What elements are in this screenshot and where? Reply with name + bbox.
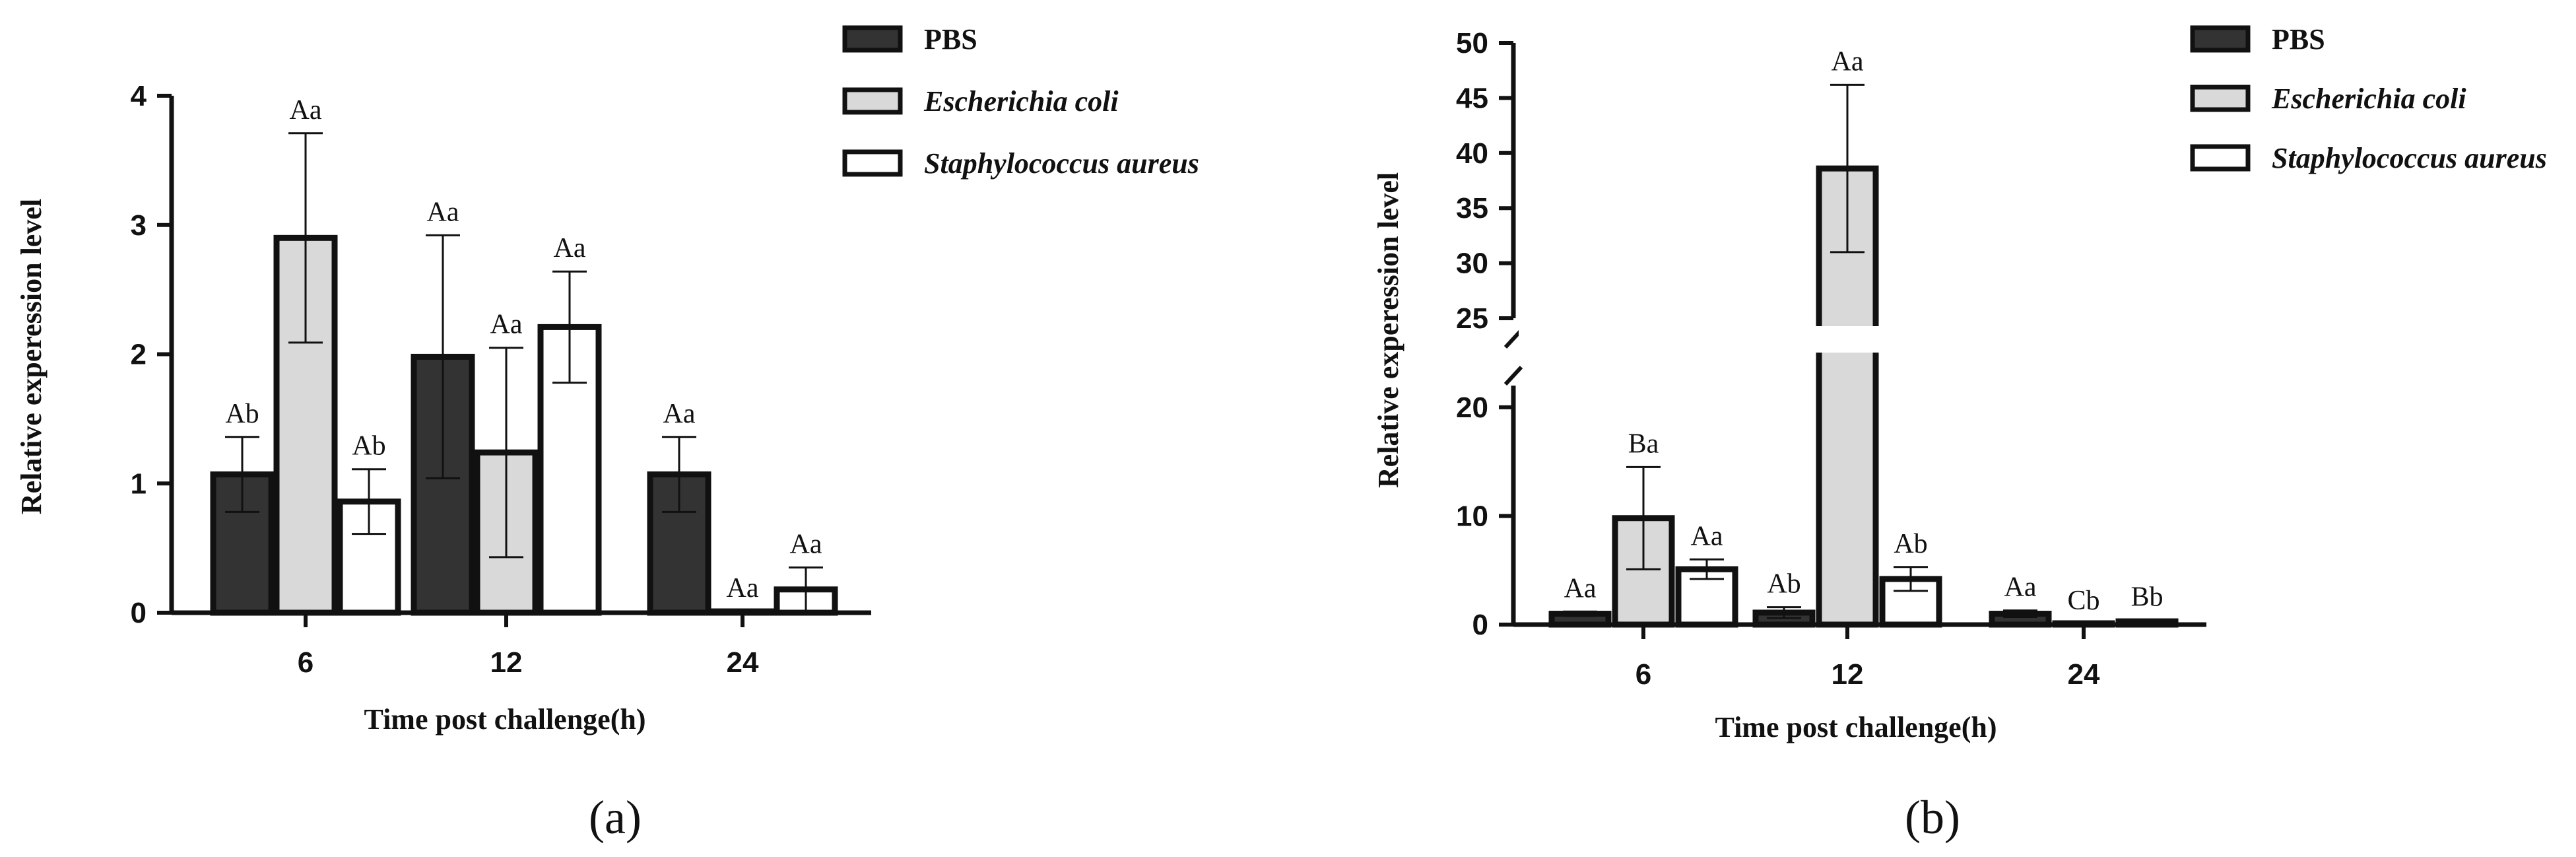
significance-label-1-1: Aa xyxy=(490,310,523,340)
significance-label-2-1: Aa xyxy=(554,233,586,263)
y-tick-label-4: 4 xyxy=(131,80,147,112)
x-tick-label-0: 6 xyxy=(1635,658,1651,691)
legend-label-0: PBS xyxy=(924,23,977,55)
y-tick-label-3: 25 xyxy=(1456,302,1488,335)
significance-label-2-2: Aa xyxy=(790,529,822,559)
axis-break-gap xyxy=(1519,326,2206,353)
panel-label: (b) xyxy=(1905,791,1960,844)
significance-label-0-0: Aa xyxy=(1564,573,1597,603)
y-tick-label-2: 2 xyxy=(131,339,147,371)
y-axis-title: Relative experession level xyxy=(1372,172,1404,488)
panel-label: (a) xyxy=(589,791,642,844)
y-tick-label-5: 35 xyxy=(1456,192,1488,224)
legend-label-2: Staphylococcus aureus xyxy=(2272,142,2547,174)
significance-label-2-2: Bb xyxy=(2130,582,2163,612)
chart-panel-b: Aa Ab Aa Ba Aa Cb Aa Ab Bb 0 10 20 25 30 35 40 45 50 6 12 24… xyxy=(1372,23,2547,844)
significance-label-1-0: Ba xyxy=(1628,428,1659,459)
y-tick-label-4: 30 xyxy=(1456,248,1488,280)
legend-label-0: PBS xyxy=(2272,23,2325,55)
x-axis-title: Time post challenge(h) xyxy=(364,703,646,736)
legend-label-2: Staphylococcus aureus xyxy=(924,147,1199,180)
significance-label-0-1: Ab xyxy=(1767,569,1800,600)
significance-label-0-1: Aa xyxy=(427,197,459,227)
significance-label-1-0: Aa xyxy=(290,95,322,125)
significance-label-0-2: Aa xyxy=(663,399,696,429)
legend-label-1: Escherichia coli xyxy=(2271,83,2466,115)
y-tick-label-0: 0 xyxy=(131,597,147,629)
y-tick-label-6: 40 xyxy=(1456,137,1488,170)
y-tick-label-2: 20 xyxy=(1456,392,1488,424)
significance-label-2-0: Aa xyxy=(1691,521,1723,551)
y-tick-label-8: 50 xyxy=(1456,27,1488,59)
y-tick-label-7: 45 xyxy=(1456,82,1488,114)
significance-label-0-2: Aa xyxy=(2004,572,2037,603)
y-tick-label-1: 1 xyxy=(131,467,147,500)
y-axis-title: Relative experession level xyxy=(15,199,48,514)
legend-swatch-2 xyxy=(842,149,903,177)
significance-label-0-0: Ab xyxy=(225,399,259,429)
x-axis-title: Time post challenge(h) xyxy=(1715,711,1997,743)
significance-label-1-2: Cb xyxy=(2067,586,2099,616)
significance-label-2-0: Ab xyxy=(352,431,385,462)
y-tick-label-1: 10 xyxy=(1456,500,1488,532)
legend-swatch-1 xyxy=(842,87,903,115)
y-tick-label-0: 0 xyxy=(1472,609,1488,641)
y-tick-label-3: 3 xyxy=(131,209,147,242)
axis-break-mark-lower xyxy=(1503,365,1523,386)
legend-swatch-0 xyxy=(2190,25,2251,53)
legend-swatch-2 xyxy=(2190,144,2251,172)
significance-label-2-1: Ab xyxy=(1894,529,1927,559)
x-tick-label-2: 24 xyxy=(2068,658,2100,691)
legend-label-1: Escherichia coli xyxy=(923,85,1119,118)
x-tick-label-0: 6 xyxy=(298,646,314,679)
legend-swatch-0 xyxy=(842,25,903,53)
significance-label-1-1: Aa xyxy=(1832,46,1864,77)
x-tick-label-2: 24 xyxy=(727,646,759,679)
x-tick-label-1: 12 xyxy=(1832,658,1864,691)
x-tick-label-1: 12 xyxy=(490,646,523,679)
legend-swatch-1 xyxy=(2190,85,2251,112)
significance-label-1-2: Aa xyxy=(727,573,759,603)
